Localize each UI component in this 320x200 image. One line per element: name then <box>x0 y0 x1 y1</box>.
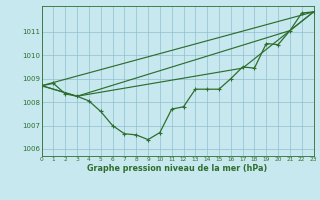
X-axis label: Graphe pression niveau de la mer (hPa): Graphe pression niveau de la mer (hPa) <box>87 164 268 173</box>
